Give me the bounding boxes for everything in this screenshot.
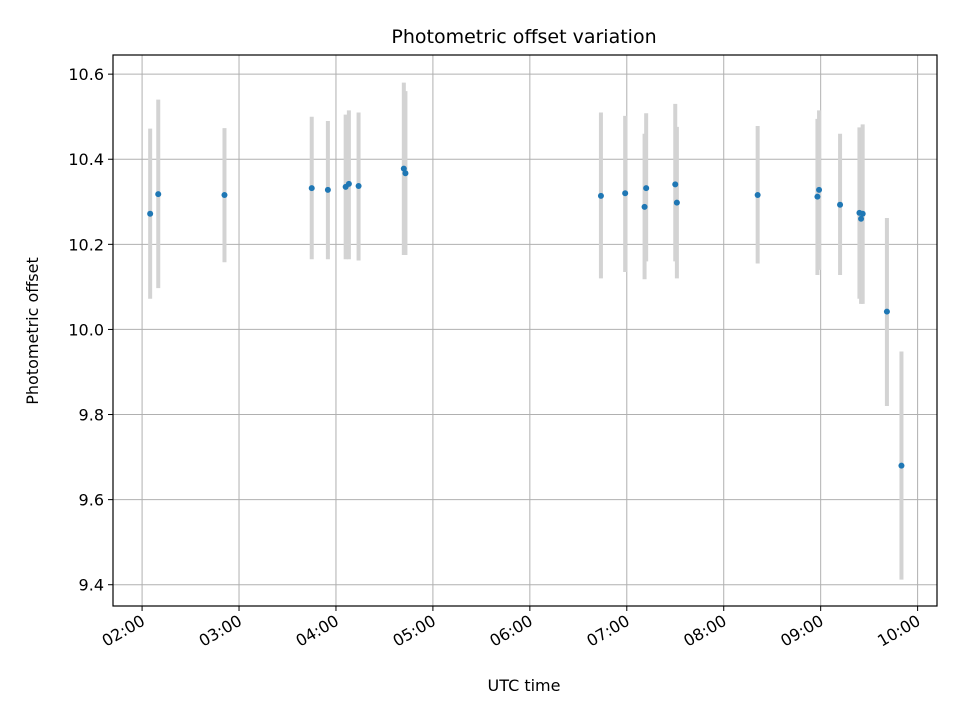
data-point — [837, 201, 844, 208]
plot-area-frame — [112, 54, 938, 607]
data-point — [641, 203, 648, 210]
y-tick-label: 10.0 — [68, 320, 104, 339]
data-point — [622, 190, 629, 197]
y-axis-ticks: 9.4 9.6 9.8 10.0 10.2 10.4 10.6 — [68, 65, 113, 595]
y-tick-label: 10.6 — [68, 65, 104, 84]
data-point — [400, 165, 407, 172]
data-point — [814, 193, 821, 200]
data-point — [155, 191, 162, 198]
y-axis-title: Photometric offset — [23, 257, 42, 405]
data-point — [221, 191, 228, 198]
data-point — [858, 215, 865, 222]
data-points — [147, 165, 905, 469]
y-tick-label: 9.8 — [79, 406, 104, 425]
chart-title: Photometric offset variation — [391, 26, 656, 48]
data-point — [672, 181, 679, 188]
data-point — [147, 210, 154, 217]
data-point — [859, 210, 866, 217]
data-point — [308, 185, 315, 192]
data-point — [643, 185, 650, 192]
data-point — [754, 191, 761, 198]
data-point — [324, 186, 331, 193]
data-point — [345, 180, 352, 187]
data-point — [355, 183, 362, 190]
data-point — [597, 192, 604, 199]
data-point — [816, 186, 823, 193]
x-axis-title: UTC time — [488, 676, 561, 695]
y-tick-label: 9.4 — [79, 576, 104, 595]
data-point — [402, 170, 409, 177]
y-tick-label: 10.4 — [68, 150, 104, 169]
y-tick-label: 9.6 — [79, 491, 104, 510]
data-point — [673, 199, 680, 206]
y-tick-label: 10.2 — [68, 235, 104, 254]
data-point — [898, 462, 905, 469]
data-point — [883, 308, 890, 315]
